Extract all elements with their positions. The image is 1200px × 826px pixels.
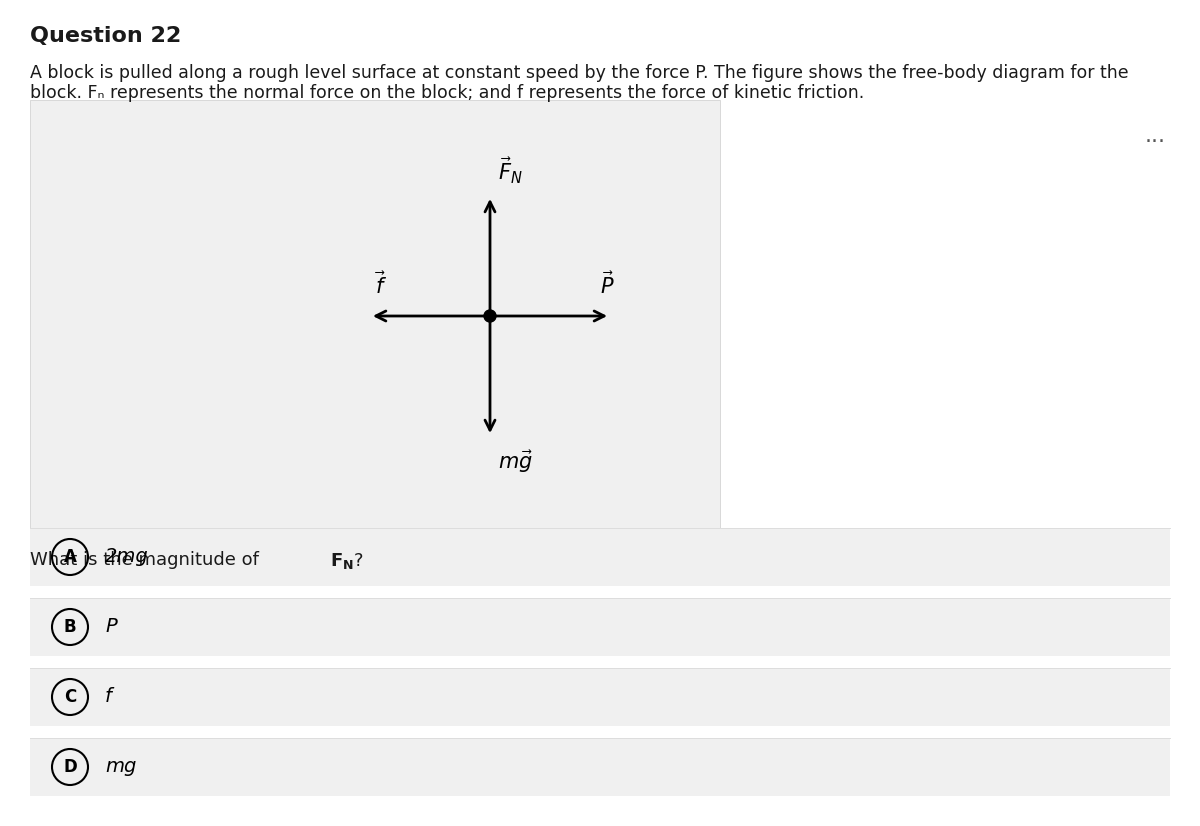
Text: $\vec{F}_{N}$: $\vec{F}_{N}$: [498, 155, 523, 186]
Circle shape: [484, 310, 496, 322]
FancyBboxPatch shape: [30, 100, 720, 530]
FancyBboxPatch shape: [30, 668, 1170, 726]
Text: B: B: [64, 618, 77, 636]
Text: $\vec{P}$: $\vec{P}$: [600, 271, 614, 298]
Text: f: f: [106, 687, 112, 706]
FancyBboxPatch shape: [30, 598, 1170, 656]
Text: C: C: [64, 688, 76, 706]
Text: block. Fₙ represents the normal force on the block; and f represents the force o: block. Fₙ represents the normal force on…: [30, 84, 864, 102]
Text: ...: ...: [1145, 126, 1166, 146]
Text: 2mg: 2mg: [106, 548, 149, 567]
Text: $m\vec{g}$: $m\vec{g}$: [498, 448, 533, 475]
Text: $\vec{f}$: $\vec{f}$: [374, 271, 388, 298]
FancyBboxPatch shape: [30, 738, 1170, 796]
Text: P: P: [106, 618, 116, 637]
Text: Question 22: Question 22: [30, 26, 181, 46]
Text: A: A: [64, 548, 77, 566]
Text: $\mathbf{F_N}$?: $\mathbf{F_N}$?: [330, 551, 364, 571]
Text: D: D: [64, 758, 77, 776]
Text: A block is pulled along a rough level surface at constant speed by the force P. : A block is pulled along a rough level su…: [30, 64, 1129, 82]
Text: mg: mg: [106, 757, 137, 776]
Text: What is the magnitude of: What is the magnitude of: [30, 551, 265, 569]
FancyBboxPatch shape: [30, 528, 1170, 586]
